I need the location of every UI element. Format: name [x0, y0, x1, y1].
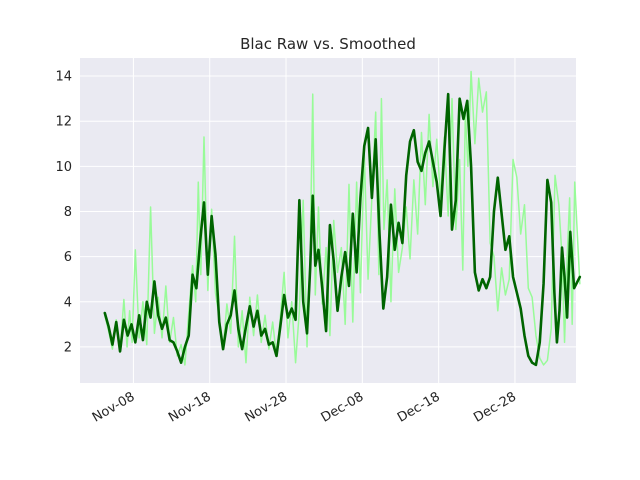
y-tick-label: 2: [64, 340, 72, 355]
y-tick-label: 8: [64, 205, 72, 220]
y-tick-label: 14: [55, 70, 72, 85]
chart-title: Blac Raw vs. Smoothed: [240, 35, 416, 53]
y-tick-label: 6: [64, 250, 72, 265]
smoothed-series-line: [103, 92, 582, 367]
series-layer: [103, 70, 582, 367]
raw-series-line: [104, 70, 581, 366]
y-axis: 2 4 6 8 10 12 14: [55, 70, 72, 356]
y-tick-label: 12: [55, 115, 72, 130]
y-tick-label: 4: [64, 295, 72, 310]
y-tick-label: 10: [55, 160, 72, 175]
